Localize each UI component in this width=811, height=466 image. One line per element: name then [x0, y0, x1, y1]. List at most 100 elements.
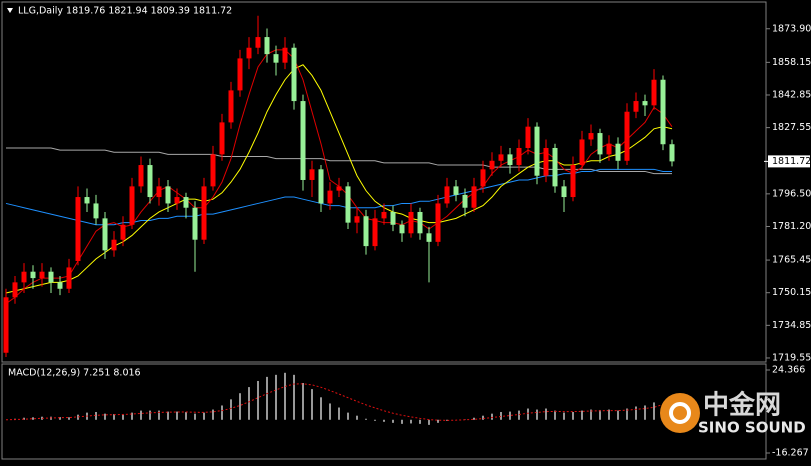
- candle-body: [579, 139, 585, 166]
- candle-body: [525, 126, 531, 148]
- y-tick-label: 1734.85: [772, 320, 811, 331]
- candle-body: [507, 154, 513, 166]
- candle-body: [327, 190, 333, 204]
- candle-body: [435, 203, 441, 242]
- y-tick-label: 1842.85: [772, 89, 811, 100]
- last-price-box: [768, 155, 810, 168]
- candle-body: [255, 37, 261, 48]
- candle-body: [642, 101, 648, 106]
- candle-body: [66, 267, 72, 289]
- candle-body: [93, 203, 99, 219]
- candle-body: [273, 54, 279, 63]
- candle-body: [183, 197, 189, 208]
- logo-circle: [660, 393, 700, 433]
- y-tick-label: 1858.15: [772, 57, 811, 68]
- candle-body: [300, 101, 306, 180]
- candle-body: [453, 186, 459, 195]
- candle-body: [471, 186, 477, 208]
- brand-text: SINO SOUND: [698, 419, 806, 437]
- candle-body: [192, 207, 198, 240]
- candle-body: [246, 47, 252, 59]
- candle-body: [12, 282, 18, 298]
- candle-body: [210, 154, 216, 187]
- y-tick-label: -16.267: [772, 448, 809, 459]
- candle-body: [147, 165, 153, 198]
- moving-average-line: [6, 147, 672, 175]
- candle-body: [480, 169, 486, 187]
- candle-body: [111, 239, 117, 251]
- candle-body: [543, 147, 549, 176]
- candle-body: [399, 224, 405, 234]
- candle-body: [615, 143, 621, 161]
- candle-body: [102, 218, 108, 251]
- candle-body: [354, 216, 360, 223]
- candle-body: [201, 186, 207, 240]
- candle-body: [489, 160, 495, 170]
- candle-body: [408, 211, 414, 234]
- candle-body: [336, 186, 342, 191]
- candle-body: [291, 47, 297, 102]
- last-price-label: 1811.72: [772, 156, 811, 167]
- candle-body: [516, 147, 522, 166]
- macd-title: MACD(12,26,9) 7.251 8.016: [8, 368, 141, 379]
- candle-body: [228, 90, 234, 123]
- candle-body: [309, 169, 315, 180]
- candle-body: [633, 101, 639, 112]
- candle-body: [444, 186, 450, 204]
- y-tick-label: 1796.50: [772, 188, 811, 199]
- candle-body: [363, 216, 369, 247]
- candle-body: [669, 144, 675, 162]
- candle-body: [30, 271, 36, 279]
- candle-body: [3, 297, 9, 353]
- candle-body: [318, 169, 324, 204]
- candle-body: [372, 218, 378, 247]
- moving-average-line: [5, 64, 673, 294]
- candle-body: [237, 58, 243, 91]
- candle-body: [660, 79, 666, 145]
- macd-frame: [1, 363, 767, 460]
- candle-body: [75, 197, 81, 262]
- candle-body: [138, 165, 144, 187]
- candle-body: [21, 271, 27, 283]
- candle-body: [282, 47, 288, 63]
- candle-body: [84, 197, 90, 204]
- candle-body: [120, 224, 126, 240]
- y-tick-label: 1750.15: [772, 287, 811, 298]
- candle-body: [498, 154, 504, 161]
- candle-body: [624, 111, 630, 161]
- y-tick-label: 1781.20: [772, 221, 811, 232]
- price-frame: [1, 1, 767, 363]
- candle-body: [570, 165, 576, 198]
- candle-body: [390, 211, 396, 225]
- candle-body: [417, 211, 423, 234]
- candle-body: [39, 271, 45, 279]
- candle-body: [345, 186, 351, 223]
- candle-body: [156, 186, 162, 198]
- candle-body: [129, 186, 135, 225]
- logo-text: 中金网: [703, 390, 781, 421]
- candle-body: [651, 79, 657, 106]
- candle-body: [264, 37, 270, 55]
- y-tick-label: 1873.90: [772, 23, 811, 34]
- candle-body: [534, 126, 540, 176]
- title-arrow: [7, 8, 13, 13]
- logo-swirl: [669, 402, 691, 424]
- candle-body: [552, 147, 558, 187]
- candle-body: [462, 194, 468, 208]
- candle-body: [57, 282, 63, 289]
- y-tick-label: 1765.45: [772, 255, 811, 266]
- y-tick-label: 1827.55: [772, 122, 811, 133]
- candle-body: [561, 186, 567, 198]
- candle-body: [606, 143, 612, 155]
- y-tick-label: 24.366: [772, 365, 805, 376]
- candle-body: [219, 122, 225, 155]
- candle-body: [165, 186, 171, 204]
- y-tick-label: 1719.55: [772, 352, 811, 363]
- candle-body: [597, 133, 603, 155]
- watermark: 中金网 SINO SOUND: [660, 390, 806, 437]
- chart-title: LLG,Daily 1819.76 1821.94 1809.39 1811.7…: [18, 6, 232, 17]
- candle-body: [174, 197, 180, 204]
- candle-body: [381, 211, 387, 219]
